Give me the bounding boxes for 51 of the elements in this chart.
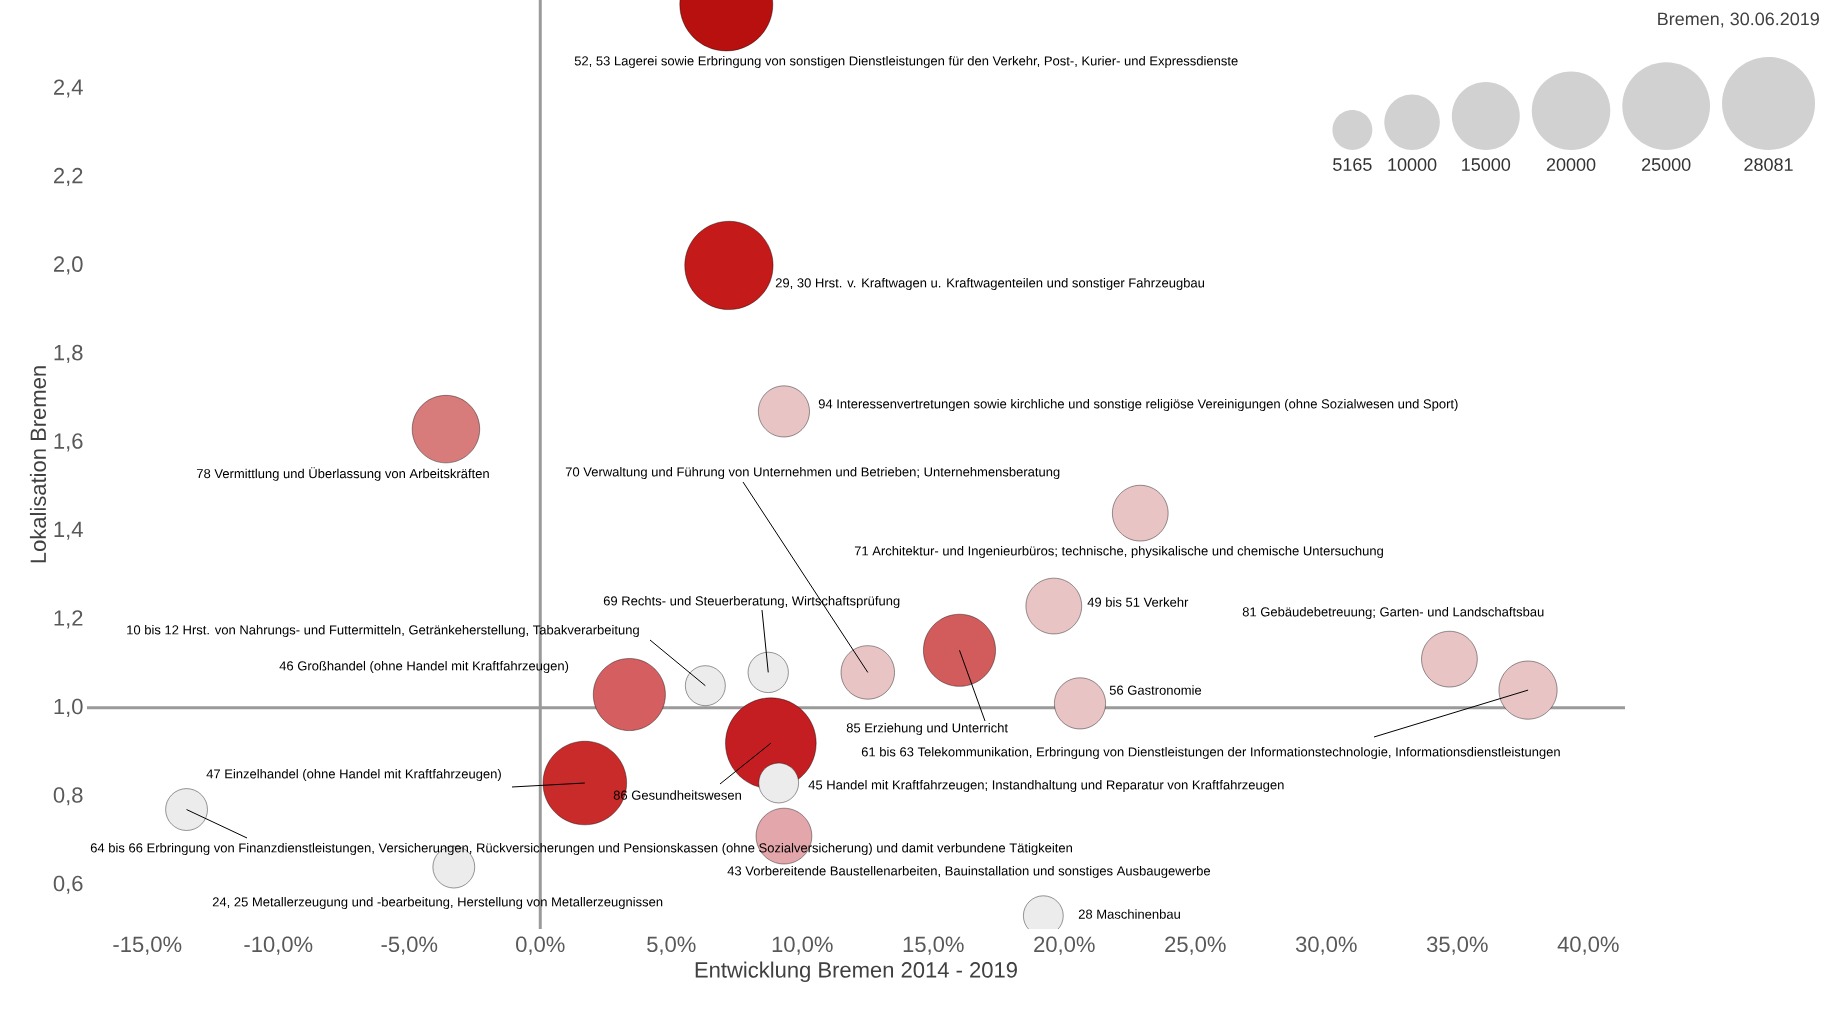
y-tick-label: 2,0 [54,256,83,275]
annotation: 29, 30 Hrst. v. Kraftwagen u. Kraftwagenteilen und sonstiger Fahrzeugbau [775,277,1205,291]
x-tick-label: 35,0% [1426,936,1488,955]
y-tick-label: 1,2 [54,610,83,629]
annotation: 46 Großhandel (ohne Handel mit Kraftfahrzeugen) [279,660,569,674]
x-axis-title: Entwicklung Bremen 2014 - 2019 [695,961,1017,983]
annotation: 71 Architektur- und Ingenieurbüros; technische, physikalische und chemische Untersuchung [854,545,1383,559]
annotation: 78 Vermittlung und Überlassung von Arbeitskräften [196,467,489,481]
y-tick-label: 1,0 [54,698,83,717]
legend-label: 28081 [1744,158,1793,171]
y-tick-label: 1,6 [54,433,83,452]
legend-label: 25000 [1642,158,1691,171]
legend-title: Bremen, 30.06.2019 [1658,12,1819,28]
legend-label: 15000 [1462,158,1511,171]
annotation: 28 Maschinenbau [1078,909,1180,919]
y-tick-label: 2,2 [54,167,83,187]
annotation: 69 Rechts- und Steuerberatung, Wirtschaftsprüfung [603,595,900,609]
annotation: 70 Verwaltung und Führung von Unternehmen und Betrieben; Unternehmensberatung [565,466,1060,480]
annotation: 81 Gebäudebetreuung; Garten- und Landschaftsbau [1242,606,1544,620]
x-tick-label: 5,0% [647,936,696,955]
x-tick-label: 0,0% [516,936,565,955]
x-tick-label: -15,0% [113,936,182,955]
annotation: 49 bis 51 Verkehr [1087,597,1189,607]
annotation: 94 Interessenvertretungen sowie kirchliche und sonstige religiöse Vereinigungen (ohne Sozialwesen und Sport) [818,398,1458,412]
legend-label: 10000 [1388,158,1437,171]
annotation: 10 bis 12 Hrst. von Nahrungs- und Futtermitteln, Getränkeherstellung, Tabakverarbeitung [127,624,639,638]
annotation: 61 bis 63 Telekommunikation, Erbringung von Dienstleistungen der Informationstechnologie, Informationsdienstleistungen [861,746,1560,760]
annotation: 64 bis 66 Erbringung von Finanzdienstleistungen, Versicherungen, Rückversicherungen und Pensionskassen (ohne Sozialversicherung) und damit verbundene Tätigkeiten [90,842,1073,856]
x-tick-label: 40,0% [1557,936,1619,955]
annotation: 52, 53 Lagerei sowie Erbringung von sonstigen Dienstleistungen für den Verkehr, Post-, Kurier- und Expressdienste [574,55,1238,69]
x-tick-label: 20,0% [1034,936,1095,955]
x-tick-label: 30,0% [1295,936,1357,955]
x-tick-label: -5,0% [381,936,438,955]
annotation: 85 Erziehung und Unterricht [846,722,1008,736]
annotation: 47 Einzelhandel (ohne Handel mit Kraftfahrzeugen) [206,768,501,782]
legend-label: 5165 [1333,158,1372,171]
annotation: 43 Vorbereitende Baustellenarbeiten, Bauinstallation und sonstiges Ausbaugewerbe [727,865,1211,879]
y-axis-title: Lokalisation Bremen [29,366,47,563]
annotation: 24, 25 Metallerzeugung und -bearbeitung, Herstellung von Metallerzeugnissen [212,896,663,910]
y-tick-label: 2,4 [54,79,83,98]
x-tick-label: 15,0% [903,936,964,955]
annotation: 45 Handel mit Kraftfahrzeugen; Instandhaltung und Reparatur von Kraftfahrzeugen [808,779,1284,793]
x-tick-label: 10,0% [772,936,833,955]
y-tick-label: 1,8 [54,344,83,363]
x-tick-label: -10,0% [244,936,313,955]
y-tick-label: 0,6 [53,875,83,894]
annotation: 56 Gastronomie [1109,685,1202,695]
x-tick-label: 25,0% [1165,936,1226,955]
legend-label: 20000 [1546,158,1596,171]
y-tick-label: 0,8 [53,787,83,806]
y-tick-label: 1,4 [54,521,83,540]
